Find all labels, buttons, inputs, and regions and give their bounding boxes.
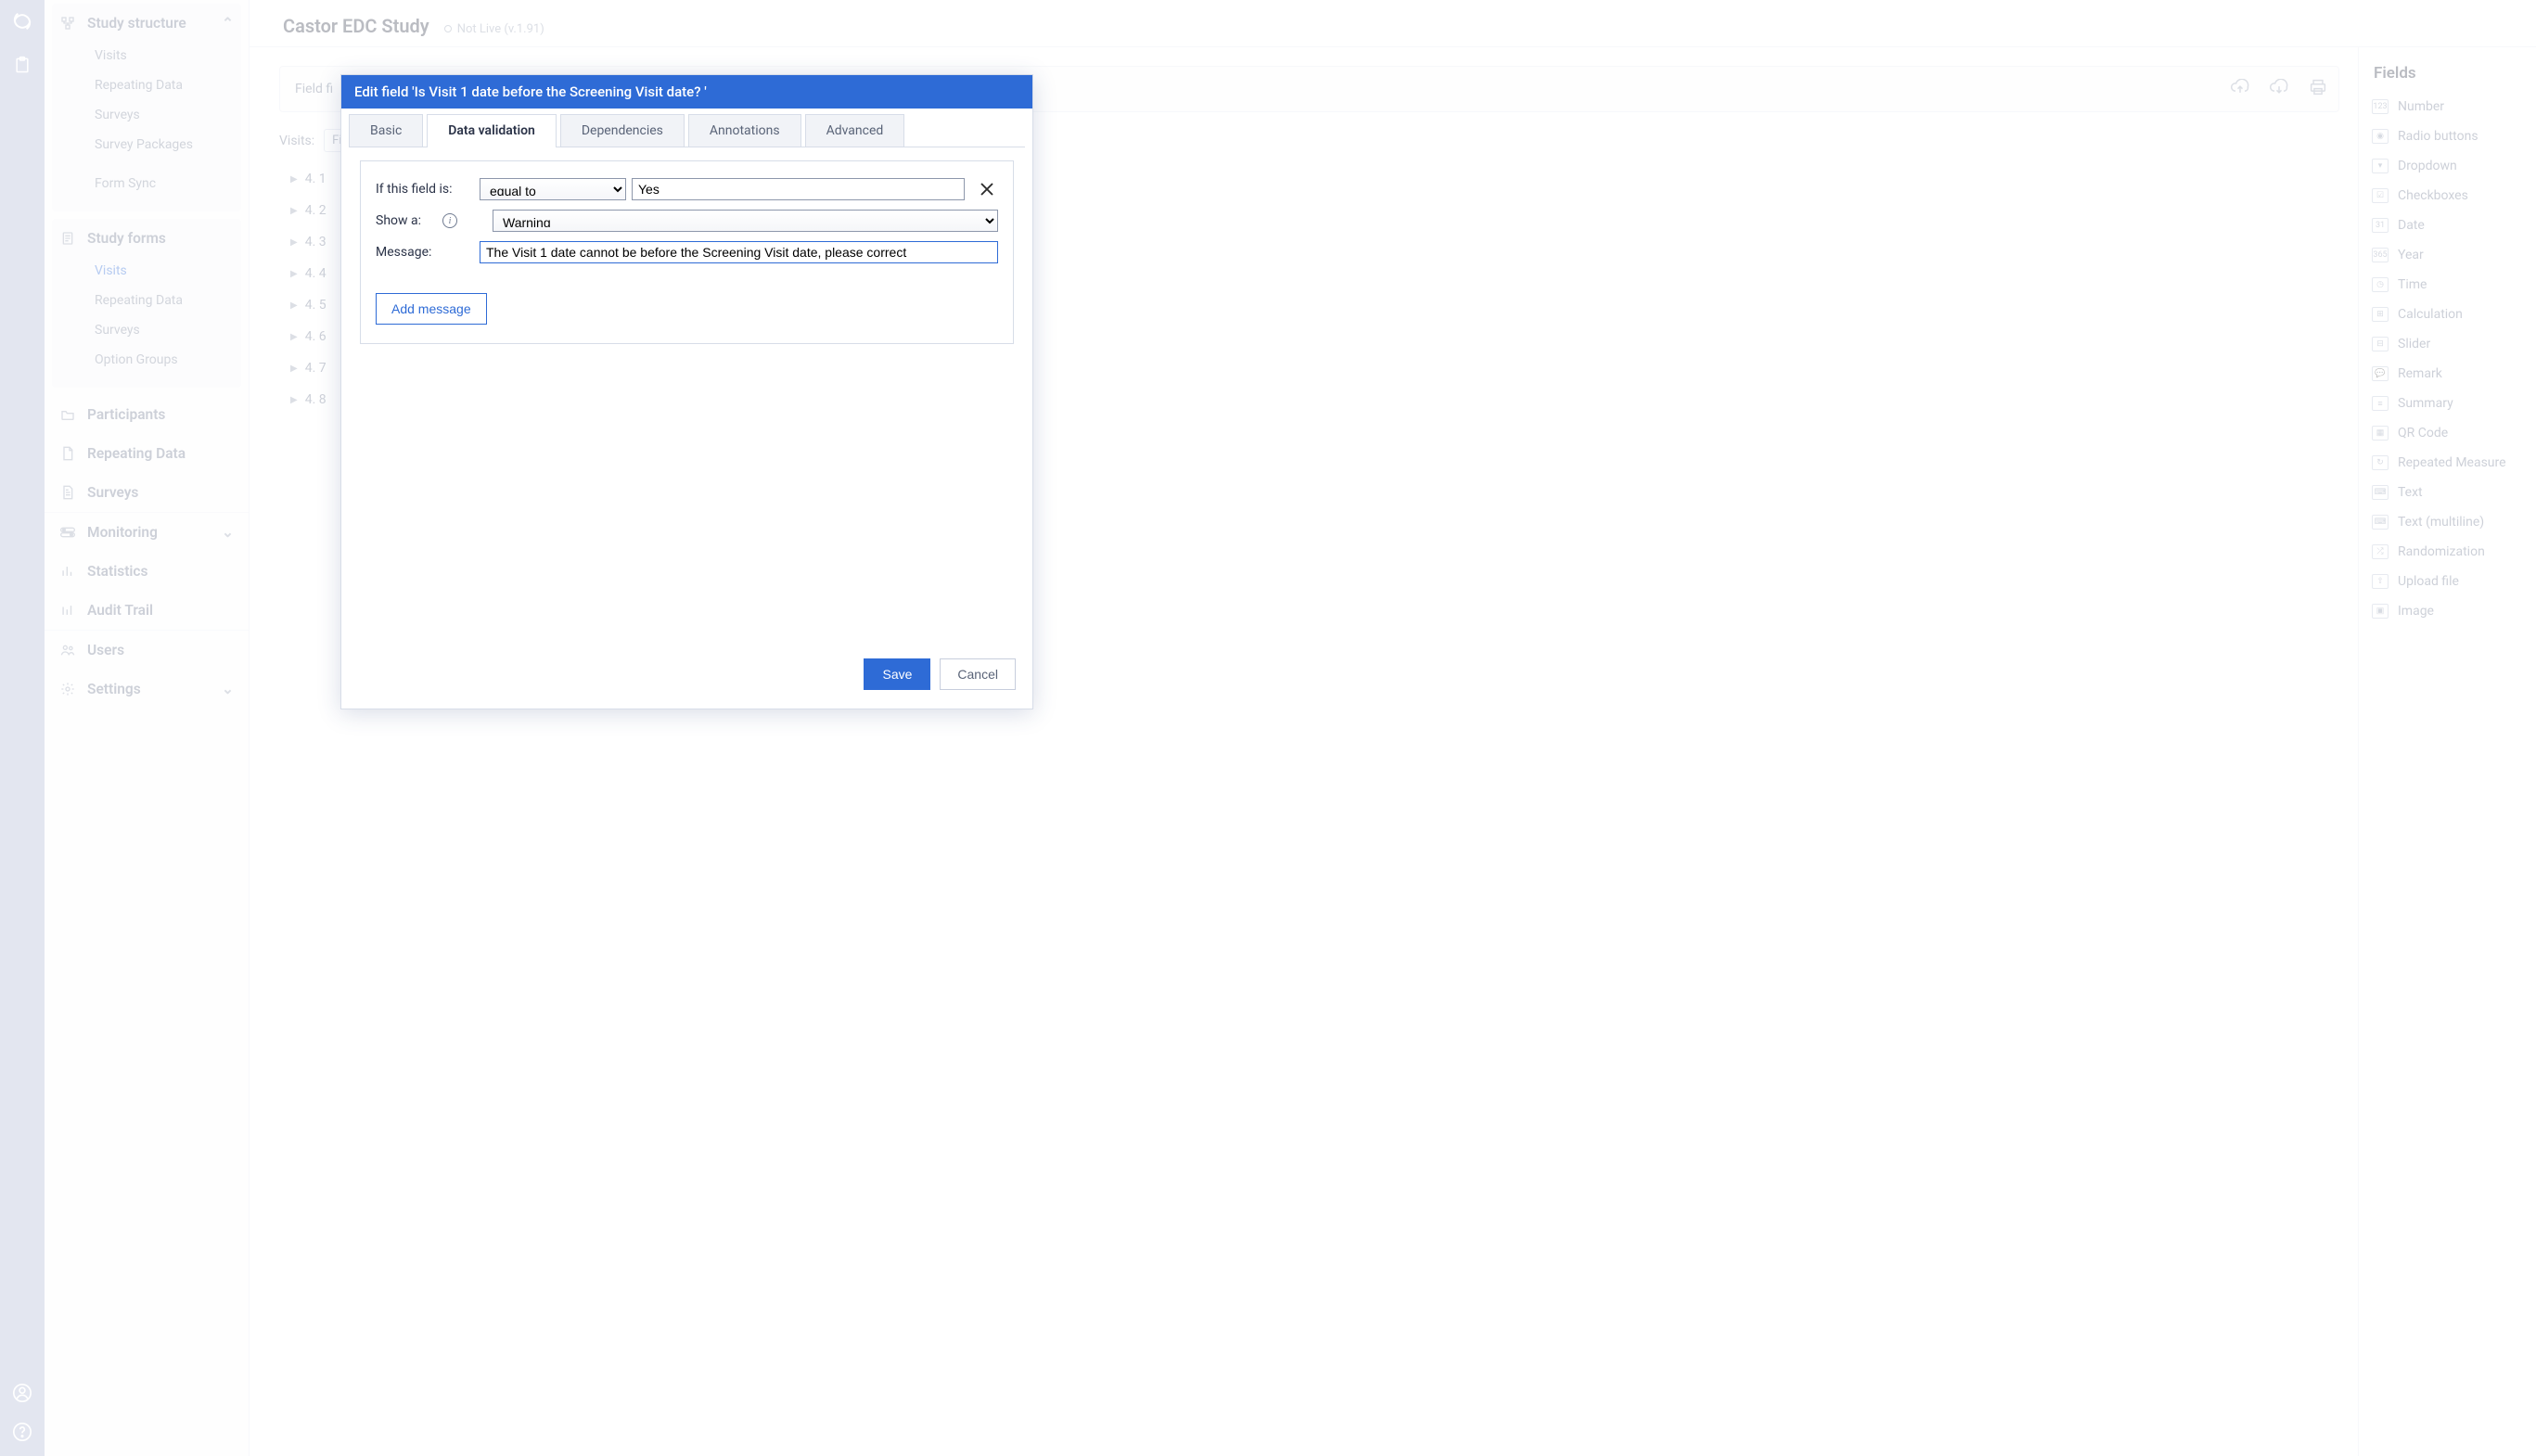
cancel-button[interactable]: Cancel — [940, 658, 1016, 690]
condition-value-input[interactable] — [632, 178, 965, 200]
add-message-button[interactable]: Add message — [376, 293, 487, 325]
message-label: Message: — [376, 245, 474, 260]
tab-advanced[interactable]: Advanced — [805, 114, 905, 147]
tab-dependencies[interactable]: Dependencies — [560, 114, 685, 147]
info-icon[interactable]: i — [442, 213, 457, 228]
show-label: Show a: — [376, 213, 439, 228]
validation-card: If this field is: equal to Show a: i War… — [360, 160, 1014, 344]
row-condition: If this field is: equal to — [376, 178, 998, 200]
show-select[interactable]: Warning — [493, 210, 998, 232]
modal-title: Edit field 'Is Visit 1 date before the S… — [341, 75, 1032, 109]
clear-condition-icon[interactable] — [976, 178, 998, 200]
if-label: If this field is: — [376, 182, 474, 197]
modal-body: If this field is: equal to Show a: i War… — [341, 147, 1032, 647]
tab-basic[interactable]: Basic — [349, 114, 423, 147]
tab-annotations[interactable]: Annotations — [688, 114, 801, 147]
edit-field-modal: Edit field 'Is Visit 1 date before the S… — [340, 74, 1033, 709]
message-input[interactable] — [480, 241, 998, 263]
modal-footer: Save Cancel — [341, 647, 1032, 709]
row-message: Message: — [376, 241, 998, 263]
save-button[interactable]: Save — [864, 658, 930, 690]
condition-select[interactable]: equal to — [480, 178, 626, 200]
row-show: Show a: i Warning — [376, 210, 998, 232]
tab-data-validation[interactable]: Data validation — [427, 114, 557, 147]
modal-tabs: Basic Data validation Dependencies Annot… — [349, 114, 1025, 147]
